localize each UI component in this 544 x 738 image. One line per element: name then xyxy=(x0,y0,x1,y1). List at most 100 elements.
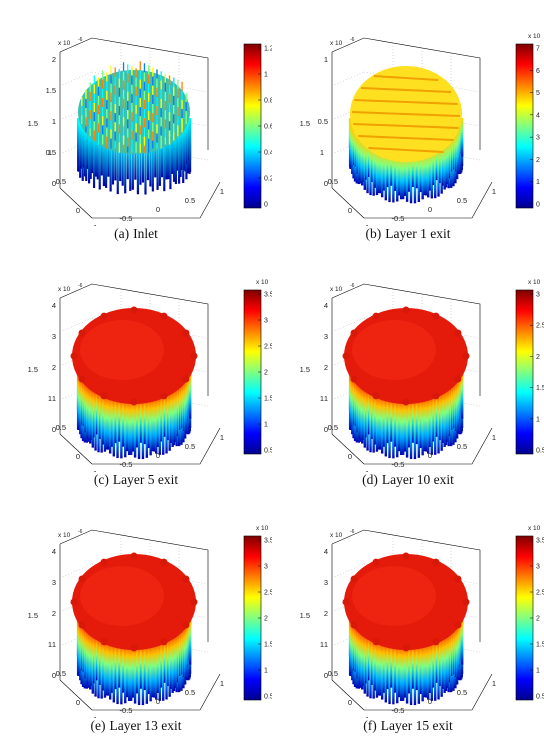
surface-ridge xyxy=(368,147,444,153)
surface-skirt-strip xyxy=(427,152,430,198)
surface-bump xyxy=(432,392,440,400)
surface-skirt-strip xyxy=(396,641,399,704)
surface-skirt-strip xyxy=(369,388,372,453)
surface-skirt-strip xyxy=(417,154,421,202)
surface-skirt-strip xyxy=(103,636,107,698)
surface-skirt-strip xyxy=(423,393,426,452)
surface-skirt-strip xyxy=(437,148,440,197)
surface-bump xyxy=(130,306,138,314)
surface-spike xyxy=(173,134,176,182)
surface-bump xyxy=(402,644,410,652)
surface-skirt-strip xyxy=(386,153,389,188)
surface-skirt-strip xyxy=(367,387,371,435)
colorbar-tick-label: 2 xyxy=(536,616,540,623)
surface-bump xyxy=(432,312,440,320)
surface-skirt-strip xyxy=(362,142,365,183)
surface-skirt-strip xyxy=(415,394,419,445)
surface-bump xyxy=(342,598,350,606)
colorbar-tick-label: 3 xyxy=(536,564,540,571)
surface-bump xyxy=(100,558,108,566)
surface-skirt-strip xyxy=(90,630,93,686)
colorbar: 3.532.521.510.5x 10-6 xyxy=(515,525,544,701)
caption-tag: (d) xyxy=(362,472,378,487)
surface-skirt-strip xyxy=(89,383,92,444)
surface-skirt-strip xyxy=(168,634,171,697)
surface-bump xyxy=(130,552,138,560)
surface-skirt-strip xyxy=(407,155,411,192)
surface-skirt-strip xyxy=(430,391,433,455)
surface-spike xyxy=(174,133,177,185)
surface-spike xyxy=(134,141,137,180)
surface-skirt-strip xyxy=(425,153,428,196)
z-exponent-label: x 10 xyxy=(330,40,343,47)
box-floor-edge xyxy=(364,427,493,465)
surface-skirt-strip xyxy=(162,636,165,701)
surface-spike xyxy=(182,129,185,184)
box-floor-edge xyxy=(92,673,221,711)
surface-skirt-strip xyxy=(447,384,450,447)
surface-skirt-strip xyxy=(446,385,449,443)
colorbar-tick-label: 5 xyxy=(536,90,540,97)
surface-spike xyxy=(163,137,166,192)
y-tick-label: 1 xyxy=(320,640,324,649)
z-tick-label: 0 xyxy=(52,179,56,188)
colorbar: 3.532.521.510.5x 10-6 xyxy=(243,525,272,701)
surface-bump xyxy=(70,352,78,360)
y-tick-label: 0.5 xyxy=(56,177,66,186)
surface-highlight xyxy=(352,566,436,626)
box-floor-edge xyxy=(92,181,221,219)
surface-bump xyxy=(462,598,470,606)
surface-spike xyxy=(178,131,181,184)
x-tick-label: 0 xyxy=(156,451,160,460)
surface-skirt-strip xyxy=(129,395,133,455)
z-exponent-label: x 10 xyxy=(58,532,71,539)
surface-skirt-strip xyxy=(432,150,435,186)
panel-caption: (f) Layer 15 exit xyxy=(272,718,544,734)
x-tick-label: 0 xyxy=(156,205,160,214)
surface-ridge xyxy=(373,75,439,81)
z-exponent-power: -6 xyxy=(350,529,355,535)
x-tick-label: -0.5 xyxy=(120,706,133,715)
surface-skirt-strip xyxy=(396,395,399,458)
x-tick-label: 0.5 xyxy=(185,688,195,697)
surface-spike xyxy=(86,130,89,169)
surface-bump xyxy=(454,621,462,629)
surface-skirt-strip xyxy=(409,641,413,705)
surface-skirt-strip xyxy=(441,387,445,443)
surface-skirt-strip xyxy=(122,394,125,447)
y-tick-label: 0 xyxy=(76,452,80,461)
surface-spike xyxy=(179,130,182,177)
figure-panel: 21.510.50x 10-61.510.50-1-0.500.511.210.… xyxy=(0,0,272,246)
surface-skirt-strip xyxy=(446,143,449,185)
z-exponent-power: -6 xyxy=(350,37,355,43)
colorbar-tick-label: 0.5 xyxy=(264,694,272,701)
surface-skirt-strip xyxy=(411,641,415,689)
surface-skirt-strip xyxy=(421,394,424,456)
z-exponent-label: x 10 xyxy=(58,40,71,47)
colorbar-gradient xyxy=(515,43,534,209)
colorbar-tick-label: 2 xyxy=(264,616,268,623)
colorbar-exponent-label: x 10 xyxy=(528,525,541,532)
surface-spike xyxy=(176,132,179,171)
y-tick-label: 0.5 xyxy=(328,669,338,678)
surface-skirt-strip xyxy=(160,391,163,442)
surface-skirt-strip xyxy=(174,631,177,689)
surface-skirt-strip xyxy=(403,155,407,196)
colorbar-tick-label: 2 xyxy=(536,354,540,361)
surface-spike xyxy=(105,138,108,188)
surface-skirt-strip xyxy=(362,630,365,686)
surface-skirt-strip xyxy=(105,391,108,450)
surface-top xyxy=(78,70,190,154)
surface-skirt-strip xyxy=(90,384,93,440)
colorbar-tick-label: 1 xyxy=(264,422,268,429)
surface-skirt-strip xyxy=(112,393,116,457)
z-tick-label: 4 xyxy=(52,547,56,556)
surface-bump xyxy=(350,575,358,583)
surface-bump xyxy=(160,558,168,566)
surface-highlight xyxy=(352,320,436,380)
surface-skirt-strip xyxy=(120,640,123,705)
colorbar-exponent-label: x 10 xyxy=(256,279,269,286)
surface-bump xyxy=(160,638,168,646)
